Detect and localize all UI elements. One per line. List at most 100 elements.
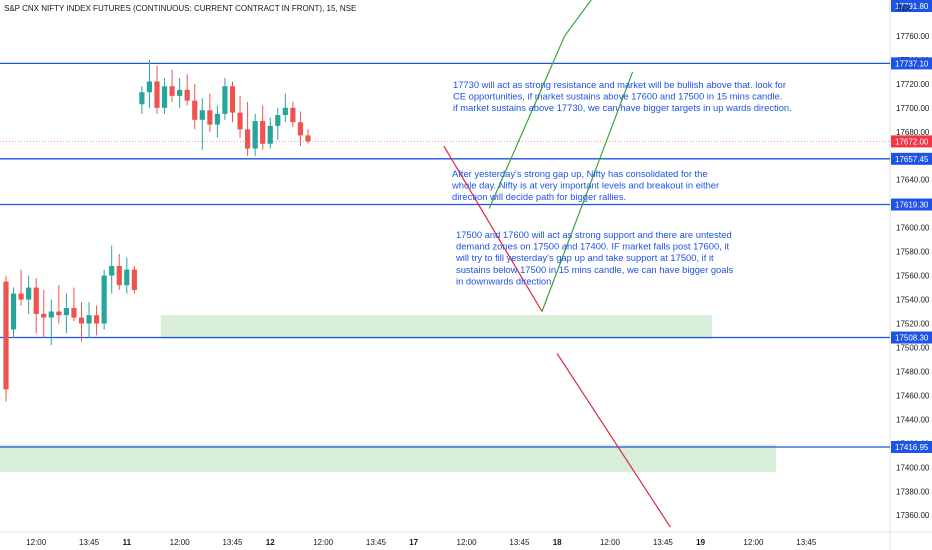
level-price-tag <box>891 0 932 12</box>
candle <box>229 81 236 123</box>
time-tick-label: 19 <box>696 538 705 547</box>
candle-body <box>101 275 107 324</box>
candle-body <box>252 121 258 149</box>
candle-body <box>71 307 77 318</box>
candle-body <box>169 86 175 96</box>
candle <box>63 293 69 334</box>
demand-zones <box>0 315 777 473</box>
candle <box>252 113 258 156</box>
level-price-tag-label: 17508.30 <box>895 334 929 343</box>
candles <box>3 59 311 402</box>
candle <box>207 93 213 132</box>
time-tick-label: 13:45 <box>509 538 530 547</box>
candle-body <box>260 121 266 144</box>
candle-body <box>154 81 160 108</box>
candle-body <box>184 89 190 101</box>
candle <box>10 287 17 338</box>
annotation-note-2: After yesterday's strong gap up, Nifty h… <box>451 168 719 202</box>
candle-body <box>237 112 243 130</box>
candle <box>56 285 62 324</box>
candle-body <box>282 107 288 116</box>
level-price-tag <box>891 57 932 70</box>
projection-line-2 <box>541 71 634 312</box>
candle-body <box>94 315 100 324</box>
horizontal-levels <box>0 62 890 448</box>
candle <box>131 266 137 294</box>
candle <box>260 105 266 150</box>
time-tick-label: 12:00 <box>26 538 47 547</box>
last-price-tag <box>891 135 932 148</box>
annotation-line: will try to fill yesterday's gap up and … <box>455 252 714 263</box>
time-tick-label: 12:00 <box>600 538 621 547</box>
candle <box>222 77 228 120</box>
price-tick-label: 17540.00 <box>896 296 930 305</box>
price-tick-label: 17460.00 <box>896 391 930 400</box>
level-price-tag <box>891 331 932 344</box>
candle <box>41 289 47 338</box>
annotation-note-3: 17500 and 17600 will act as strong suppo… <box>455 229 734 286</box>
candle <box>245 101 251 156</box>
time-tick-label: 13:45 <box>79 538 100 547</box>
price-tick-label: 17520.00 <box>896 320 930 329</box>
projection-line-4 <box>556 353 671 528</box>
currency-label: INR <box>897 4 911 13</box>
candle-body <box>290 107 296 123</box>
annotation-line: if market sustains above 17730, we can h… <box>453 102 792 113</box>
level-price-tag <box>891 198 932 211</box>
price-tick-label: 17380.00 <box>896 487 930 496</box>
candle-body <box>146 81 153 93</box>
level-price-tag-label: 17657.45 <box>895 155 929 164</box>
candle <box>18 269 24 306</box>
chart-title: S&P CNX NIFTY INDEX FUTURES (CONTINUOUS:… <box>4 4 356 13</box>
candle <box>297 111 304 147</box>
level-price-tag <box>891 440 932 453</box>
candle <box>101 269 107 330</box>
candle <box>290 101 296 128</box>
annotation-line: CE opportunities, if market sustains abo… <box>453 91 782 102</box>
candle <box>124 257 130 294</box>
candle <box>184 74 190 106</box>
candle <box>139 86 145 114</box>
time-tick-label: 18 <box>553 538 562 547</box>
price-tick-label: 17700.00 <box>896 104 930 113</box>
time-tick-label: 13:45 <box>222 538 243 547</box>
candle-body <box>124 269 130 286</box>
candle-body <box>86 315 92 324</box>
candle-body <box>192 100 198 120</box>
candle <box>26 275 32 314</box>
candle <box>199 98 205 150</box>
demand-zone-1 <box>160 315 712 340</box>
time-axis: 12:00 13:45 11 12:00 13:45 12 12:00 13:45 17 12:0… <box>26 538 817 547</box>
candle <box>154 65 160 114</box>
projection-line-1 <box>488 0 592 209</box>
candle-body <box>78 317 85 324</box>
price-tick-label: 17440.00 <box>896 415 930 424</box>
candle <box>116 254 122 290</box>
price-tick-label: 17600.00 <box>896 224 930 233</box>
candle-body <box>56 311 62 316</box>
candle <box>282 93 288 123</box>
candle-body <box>267 125 273 144</box>
time-tick-label: 13:45 <box>366 538 387 547</box>
price-tick-label: 17560.00 <box>896 272 930 281</box>
candle <box>177 77 183 108</box>
candle-body <box>116 266 122 286</box>
price-tick-label: 17720.00 <box>896 80 930 89</box>
time-tick-label: 11 <box>123 538 132 547</box>
annotation-line: whole day. Nifty is at very important le… <box>451 180 719 191</box>
time-tick-label: 12:00 <box>743 538 764 547</box>
candle-body <box>33 287 39 314</box>
candle-body <box>275 115 281 126</box>
candle-body <box>245 129 251 149</box>
candle-body <box>18 293 24 300</box>
annotation-line: 17500 and 17600 will act as strong suppo… <box>456 229 732 240</box>
annotation-line: in downwards direction. <box>456 275 554 286</box>
time-tick-label: 12 <box>266 538 275 547</box>
projection-lines <box>443 0 671 528</box>
candle <box>33 277 39 334</box>
candle-body <box>109 266 115 276</box>
annotation-note-1: 17730 will act as strong resistance and … <box>453 79 792 113</box>
last-price-tag-label: 17672.00 <box>895 137 929 146</box>
